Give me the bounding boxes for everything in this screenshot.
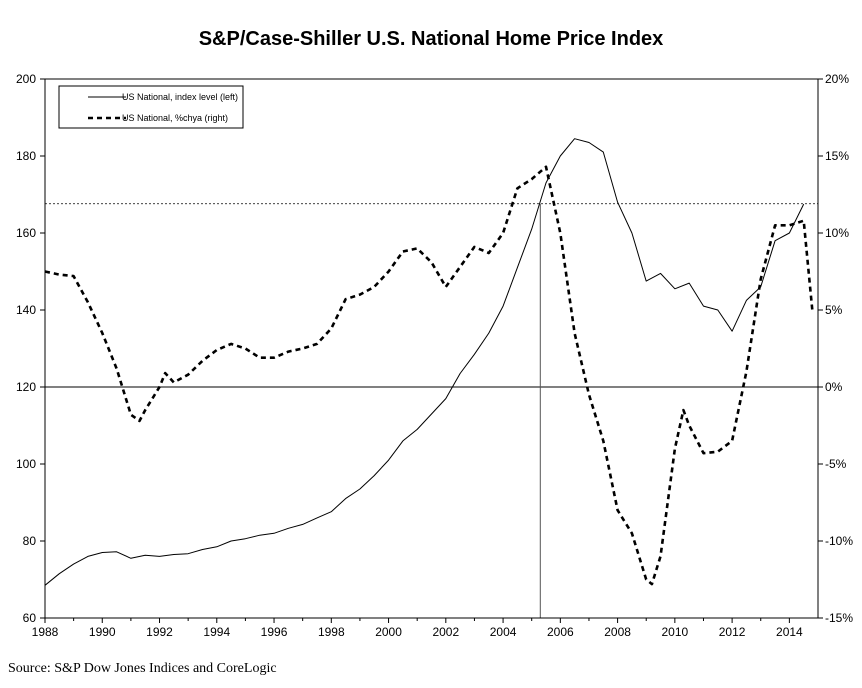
x-tick-label: 2006 — [547, 625, 574, 639]
x-tick-label: 2010 — [662, 625, 689, 639]
x-tick-label: 1988 — [32, 625, 59, 639]
x-tick-label: 1998 — [318, 625, 345, 639]
series-lines — [44, 138, 814, 586]
x-tick-label: 2002 — [432, 625, 459, 639]
y-right-tick-label: -5% — [825, 457, 847, 471]
y-right-tick-label: 15% — [825, 149, 849, 163]
y-right-tick-label: 20% — [825, 72, 849, 86]
y-left-tick-label: 140 — [16, 303, 36, 317]
legend-box — [58, 85, 244, 129]
y-left-tick-label: 200 — [16, 72, 36, 86]
x-tick-label: 1994 — [203, 625, 230, 639]
axes: 1988 1990 1992 1994 1996 1998 2000 2002 2004 2006… — [16, 72, 853, 639]
legend-label-index-level: US National, index level (left) — [122, 92, 238, 102]
y-left-tick-label: 80 — [23, 534, 37, 548]
x-tick-label: 2004 — [490, 625, 517, 639]
y-right-tick-label: -15% — [825, 611, 853, 625]
y-right-tick-label: -10% — [825, 534, 853, 548]
x-tick-label: 1996 — [261, 625, 288, 639]
y-left-tick-label: 180 — [16, 149, 36, 163]
x-tick-label: 2008 — [604, 625, 631, 639]
chart-title: S&P/Case-Shiller U.S. National Home Pric… — [198, 28, 664, 50]
x-tick-label: 2000 — [375, 625, 402, 639]
series-line-pct-change — [44, 165, 814, 586]
reference-lines — [45, 203, 818, 618]
y-left-tick-label: 160 — [16, 226, 36, 240]
x-tick-label: 2012 — [719, 625, 746, 639]
y-right-tick-label: 0% — [825, 380, 843, 394]
legend-label-pct-change: US National, %chya (right) — [122, 113, 228, 123]
x-tick-label: 1992 — [146, 625, 173, 639]
plot-area-border — [44, 78, 819, 619]
x-tick-label: 1990 — [89, 625, 116, 639]
source-note: Source: S&P Dow Jones Indices and CoreLo… — [8, 661, 277, 676]
y-right-tick-label: 5% — [825, 303, 843, 317]
y-left-tick-label: 120 — [16, 380, 36, 394]
x-tick-label: 2014 — [776, 625, 803, 639]
series-line-index-level — [44, 138, 805, 586]
y-right-tick-label: 10% — [825, 226, 849, 240]
y-left-tick-label: 60 — [23, 611, 37, 625]
y-left-tick-label: 100 — [16, 457, 36, 471]
legend: US National, index level (left) US Natio… — [58, 85, 244, 129]
